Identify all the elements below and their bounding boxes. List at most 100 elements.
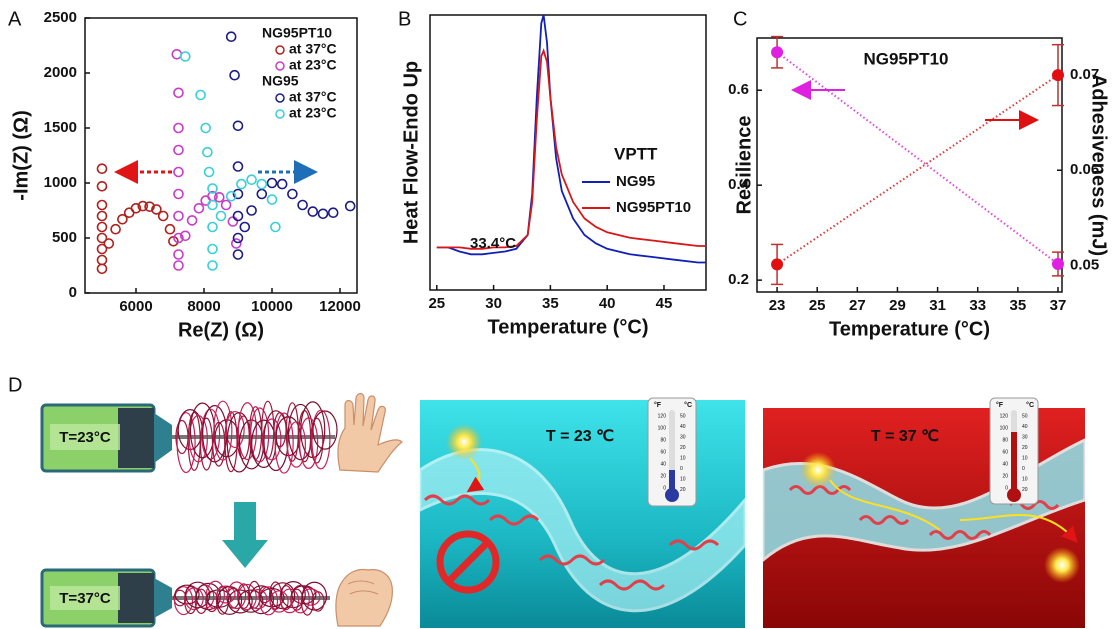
- data-point: [111, 225, 120, 234]
- data-point: [208, 261, 217, 270]
- data-point: [271, 223, 280, 232]
- panel-label: D: [8, 374, 22, 396]
- data-point: [308, 207, 317, 216]
- annotation: NG95PT10: [863, 49, 948, 68]
- open-hand: [338, 394, 402, 473]
- scale-label: 40: [660, 461, 666, 467]
- data-point: [234, 162, 243, 171]
- data-point: [217, 212, 226, 221]
- x-axis-label: Temperature (°C): [829, 318, 990, 340]
- y-tick-label: 1000: [44, 174, 77, 191]
- thermometer-fill: [1011, 432, 1017, 492]
- thermometer-bulb: [665, 488, 679, 502]
- unit-label: °C: [1026, 401, 1034, 409]
- y-tick-label: 0.2: [728, 271, 749, 288]
- y-axis-label: Heat Flow-Endo Up: [400, 61, 422, 244]
- hand-shape: [338, 394, 402, 473]
- fist-shape: [336, 570, 392, 627]
- data-point: [201, 124, 210, 133]
- data-point: [98, 223, 107, 232]
- plot-frame: [757, 38, 1062, 292]
- scale-label: 0: [680, 466, 683, 472]
- scale-label: 10: [1022, 476, 1028, 482]
- device-label: T=23°C: [59, 429, 111, 446]
- data-point: [174, 190, 183, 199]
- legend-group-title: NG95PT10: [262, 25, 332, 41]
- scale-label: 120: [658, 413, 667, 419]
- legend-label: at 37°C: [289, 89, 337, 105]
- x-tick-label: 37: [1050, 297, 1067, 314]
- scale-label: 10: [1022, 455, 1028, 461]
- scene-label: T = 37 ℃: [871, 428, 939, 445]
- y-tick-label: 1500: [44, 119, 77, 136]
- x-tick-label: 40: [599, 295, 616, 312]
- data-point: [172, 50, 181, 59]
- data-point: [104, 239, 113, 248]
- device-chip: [118, 408, 154, 468]
- scale-label: 20: [1002, 473, 1008, 479]
- scale-label: 20: [680, 445, 686, 451]
- data-point: [98, 256, 107, 265]
- data-point: [208, 201, 217, 210]
- data-point: [257, 180, 266, 189]
- data-point: [205, 168, 214, 177]
- data-point: [1052, 69, 1064, 81]
- y-tick-label: 0.6: [728, 81, 749, 98]
- x-tick-label: 25: [809, 297, 826, 314]
- data-point: [288, 190, 297, 199]
- scale-label: 20: [1022, 487, 1028, 493]
- y-axis-label: Resilience: [733, 116, 755, 215]
- page: {"chart_data": [ {"type": "scatter", "pa…: [0, 0, 1113, 629]
- ion-glow: [446, 424, 482, 460]
- scale-label: 20: [680, 487, 686, 493]
- data-point: [98, 182, 107, 191]
- coil-loop: [250, 407, 262, 460]
- panel-label: C: [733, 8, 747, 30]
- x-tick-label: 33: [969, 297, 986, 314]
- device-connector: [154, 578, 172, 618]
- data-point: [98, 164, 107, 173]
- data-point: [208, 245, 217, 254]
- panel-label: B: [398, 8, 411, 30]
- data-point: [166, 225, 175, 234]
- scale-label: 50: [1022, 413, 1028, 419]
- scale-label: 60: [660, 449, 666, 455]
- data-point: [268, 195, 277, 204]
- data-point: [174, 168, 183, 177]
- y-tick-label: 2500: [44, 9, 77, 26]
- data-line: [437, 51, 706, 249]
- data-point: [208, 223, 217, 232]
- data-point: [174, 250, 183, 259]
- legend-label: NG95PT10: [616, 199, 691, 216]
- scale-label: 40: [1022, 424, 1028, 430]
- y-tick-label: 500: [52, 229, 77, 246]
- scale-label: 20: [1022, 445, 1028, 451]
- data-point: [174, 124, 183, 133]
- scale-label: 100: [1000, 425, 1009, 431]
- x-axis-label: Re(Z) (Ω): [178, 319, 264, 341]
- x-tick-label: 31: [929, 297, 946, 314]
- scale-label: 10: [680, 455, 686, 461]
- legend-title: VPTT: [614, 144, 658, 163]
- data-point: [237, 180, 246, 189]
- data-point: [247, 175, 256, 184]
- data-point: [98, 264, 107, 273]
- x-tick-label: 8000: [187, 298, 220, 315]
- x-tick-label: 30: [485, 295, 502, 312]
- scale-label: 100: [658, 425, 667, 431]
- x-tick-label: 29: [889, 297, 906, 314]
- scale-label: 40: [680, 424, 686, 430]
- y-tick-label: 0.05: [1070, 256, 1099, 273]
- data-point: [346, 202, 355, 211]
- scale-label: 0: [1005, 485, 1008, 491]
- scene-label: T = 23 ℃: [546, 428, 614, 445]
- device-connector: [154, 413, 172, 463]
- data-point: [771, 46, 783, 58]
- data-point: [174, 212, 183, 221]
- data-point: [228, 217, 237, 226]
- scale-label: 20: [660, 473, 666, 479]
- scale-label: 60: [1002, 449, 1008, 455]
- data-point: [771, 258, 783, 270]
- data-point: [257, 190, 266, 199]
- legend-label: at 23°C: [289, 57, 337, 73]
